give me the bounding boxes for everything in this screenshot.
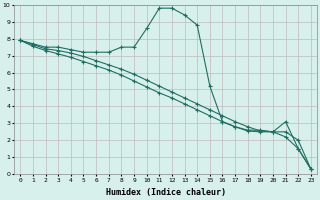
X-axis label: Humidex (Indice chaleur): Humidex (Indice chaleur) — [106, 188, 226, 197]
